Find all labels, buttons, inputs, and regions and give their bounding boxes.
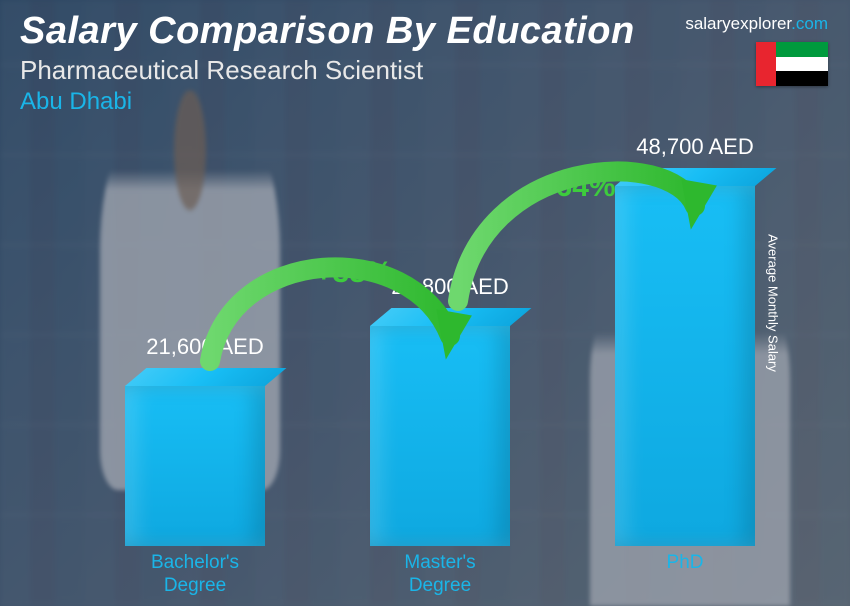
page-location: Abu Dhabi	[20, 88, 830, 116]
salary-bar-chart: 21,600 AEDBachelor'sDegree29,800 AEDMast…	[60, 126, 790, 546]
brand-logo: salaryexplorer.com	[685, 14, 828, 34]
increase-arrow-arc	[210, 267, 450, 361]
uae-flag-icon	[756, 42, 828, 86]
brand-suffix: .com	[791, 14, 828, 33]
arrows-layer	[60, 126, 820, 546]
bar-category-label: Master'sDegree	[350, 552, 530, 598]
bar-category-label: PhD	[595, 552, 775, 575]
increase-arrow-arc	[458, 171, 695, 301]
page-subtitle: Pharmaceutical Research Scientist	[20, 55, 830, 86]
brand-name: salaryexplorer	[685, 14, 791, 33]
bar-category-label: Bachelor'sDegree	[105, 552, 285, 598]
